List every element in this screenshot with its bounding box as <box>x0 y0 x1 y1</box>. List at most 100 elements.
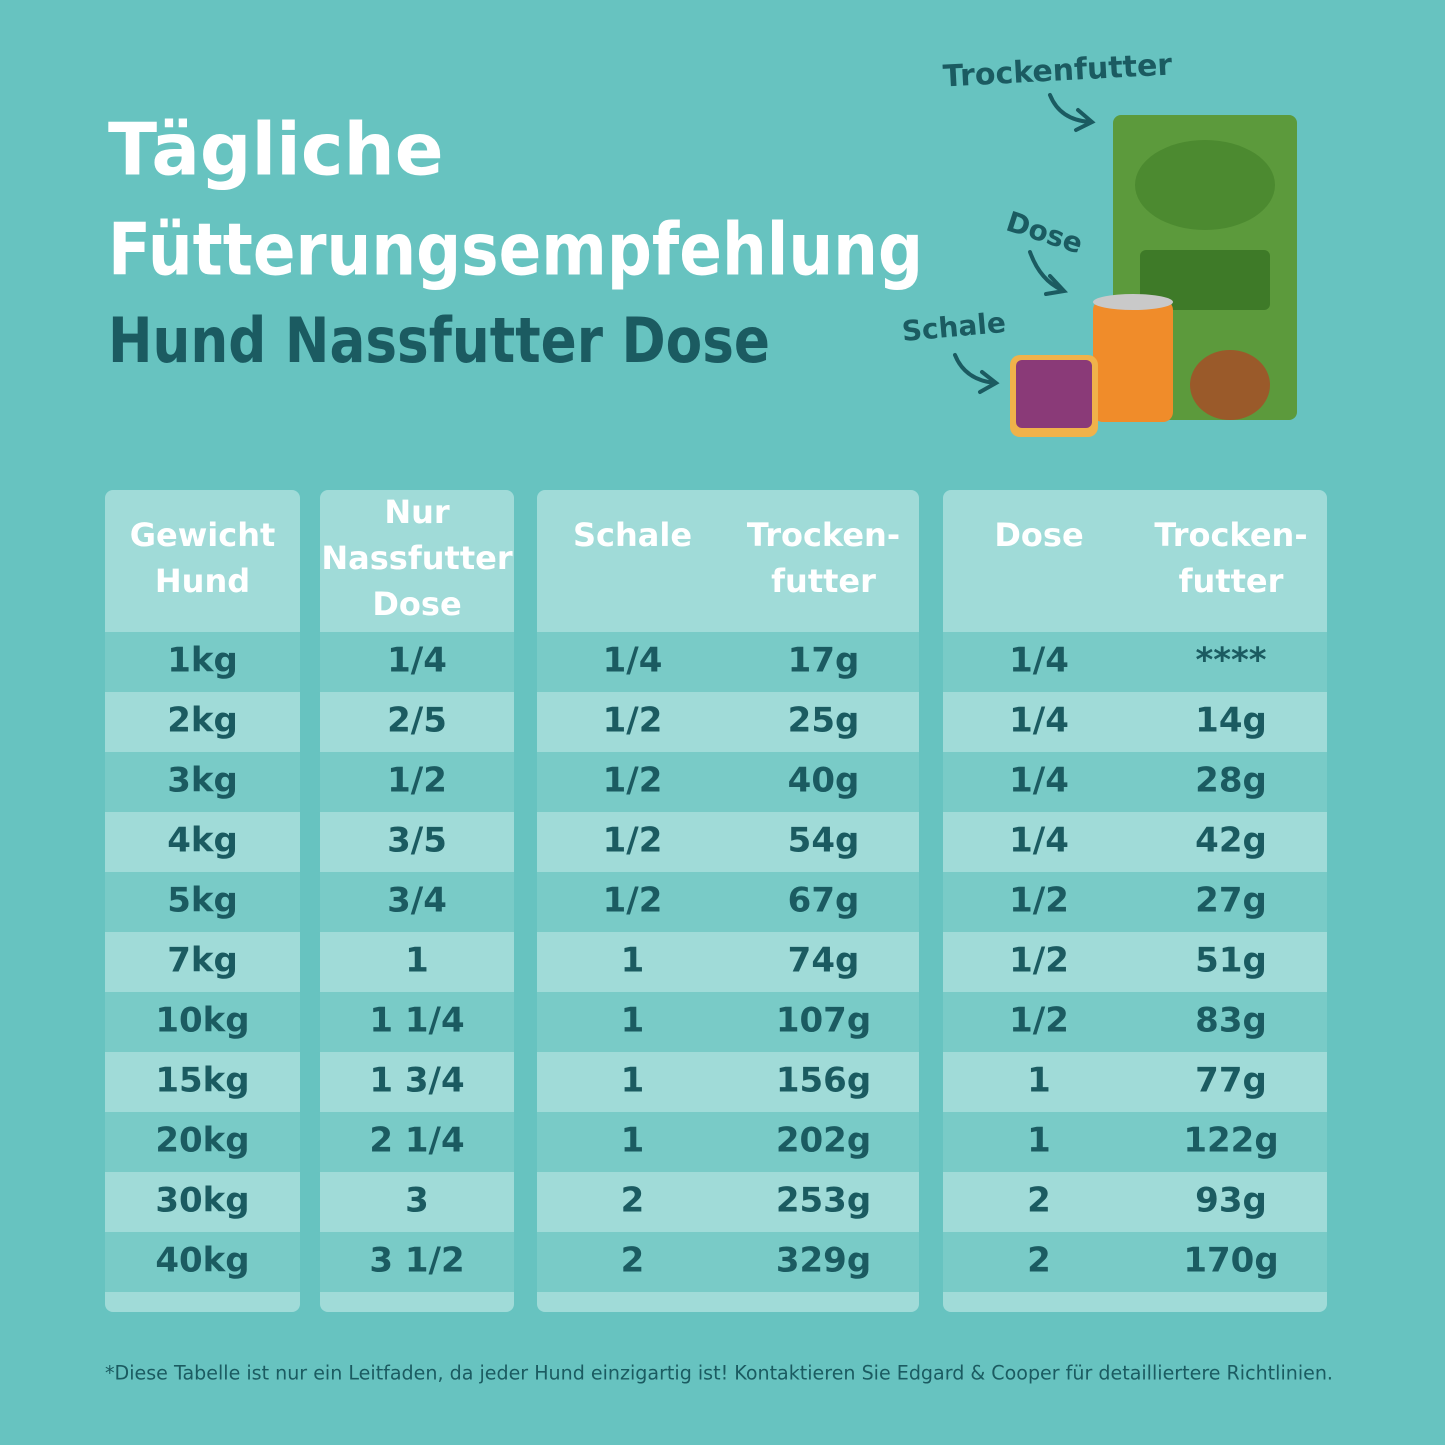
table-cell: 3kg <box>167 761 238 801</box>
table-cell: 5kg <box>167 881 238 921</box>
table-cell: 107g <box>776 1001 871 1041</box>
table-row <box>537 1112 919 1172</box>
table-cell: 40g <box>788 761 860 801</box>
column-header: Trocken- <box>747 516 900 554</box>
table-cell: 74g <box>788 941 860 981</box>
footnote: *Diese Tabelle ist nur ein Leitfaden, da… <box>105 1362 1333 1385</box>
arrow <box>953 353 1000 394</box>
arrow <box>1048 93 1096 132</box>
table-row <box>943 752 1327 812</box>
table-cell: 54g <box>788 821 860 861</box>
table-row <box>320 632 514 692</box>
table-cell: 1 <box>621 1001 645 1041</box>
table-row <box>537 632 919 692</box>
table-cell: 1 <box>621 1061 645 1101</box>
table-cell: 15kg <box>155 1061 249 1101</box>
column-header: futter <box>771 562 876 600</box>
column-header: Hund <box>155 562 250 600</box>
table-row <box>537 872 919 932</box>
can <box>1093 300 1173 422</box>
can-lid <box>1093 294 1173 310</box>
table-cell: 20kg <box>155 1121 249 1161</box>
table-row <box>320 872 514 932</box>
table-cell: 1/2 <box>1009 941 1069 981</box>
table-cell: 2 1/4 <box>369 1121 464 1161</box>
column-header: Nassfutter <box>321 539 512 577</box>
table-row <box>537 992 919 1052</box>
table-cell: 122g <box>1183 1121 1278 1161</box>
table-cell: 2 <box>1027 1181 1051 1221</box>
column-header: Nur <box>384 493 450 531</box>
table-cell: 329g <box>776 1241 871 1281</box>
table-row <box>105 1232 300 1292</box>
table-cell: 2 <box>621 1241 645 1281</box>
arrows <box>953 93 1096 394</box>
subtitle: Hund Nassfutter Dose <box>108 304 770 377</box>
bag-label <box>1140 250 1270 310</box>
table-cell: 1/4 <box>1009 821 1069 861</box>
table-row <box>105 752 300 812</box>
table-cell: 3 1/2 <box>369 1241 464 1281</box>
table-row <box>943 992 1327 1052</box>
table-cell: 1/4 <box>1009 701 1069 741</box>
table-row <box>105 1112 300 1172</box>
column-header: Dose <box>372 585 461 623</box>
arrow <box>1028 250 1069 296</box>
table-cell: 2/5 <box>387 701 447 741</box>
table-cell: 2 <box>1027 1241 1051 1281</box>
table-row <box>320 1232 514 1292</box>
table-cell: 40kg <box>155 1241 249 1281</box>
column-header: Dose <box>994 516 1083 554</box>
table-cell: 202g <box>776 1121 871 1161</box>
table-row <box>105 872 300 932</box>
table-row <box>537 1232 919 1292</box>
table-cell: 28g <box>1195 761 1267 801</box>
bag-logo <box>1135 140 1275 230</box>
table-cell: 2 <box>621 1181 645 1221</box>
table-cell: 1/2 <box>603 821 663 861</box>
table-row <box>943 1232 1327 1292</box>
table-cell: 170g <box>1183 1241 1278 1281</box>
table-cell: 3 <box>405 1181 429 1221</box>
table-row <box>320 992 514 1052</box>
table-cell: 1 <box>1027 1121 1051 1161</box>
table-cell: 1kg <box>167 641 238 681</box>
table-cell: 1/2 <box>603 881 663 921</box>
table-cell: 1/2 <box>603 761 663 801</box>
table-cell: 77g <box>1195 1061 1267 1101</box>
table-cell: 1/2 <box>603 701 663 741</box>
table-cell: 7kg <box>167 941 238 981</box>
column-header: Trocken- <box>1154 516 1307 554</box>
table-cell: 30kg <box>155 1181 249 1221</box>
column-header: futter <box>1179 562 1284 600</box>
table-cell: 10kg <box>155 1001 249 1041</box>
table-cell: 27g <box>1195 881 1267 921</box>
table-cell: 51g <box>1195 941 1267 981</box>
table-cell: 42g <box>1195 821 1267 861</box>
table-cell: 1/4 <box>603 641 663 681</box>
table-cell: 1/2 <box>387 761 447 801</box>
table-row <box>943 872 1327 932</box>
column-header: Gewicht <box>130 516 276 554</box>
tray-label <box>1016 360 1092 428</box>
table-cell: 1/4 <box>1009 761 1069 801</box>
table-cell: 1/4 <box>387 641 447 681</box>
table-cell: 4kg <box>167 821 238 861</box>
table-cell: 2kg <box>167 701 238 741</box>
table-row <box>320 752 514 812</box>
table-cell: 1/4 <box>1009 641 1069 681</box>
table-cell: 25g <box>788 701 860 741</box>
table-row <box>105 632 300 692</box>
products <box>1010 115 1297 437</box>
table-row <box>537 752 919 812</box>
table-cell: 1 <box>405 941 429 981</box>
table-cell: 3/5 <box>387 821 447 861</box>
title-line: Fütterungsempfehlung <box>108 208 923 292</box>
table-cell: 1 <box>1027 1061 1051 1101</box>
table-row <box>105 992 300 1052</box>
table-cell: 1 <box>621 941 645 981</box>
table-cell: 93g <box>1195 1181 1267 1221</box>
table-row <box>943 632 1327 692</box>
table-cell: 1/2 <box>1009 881 1069 921</box>
